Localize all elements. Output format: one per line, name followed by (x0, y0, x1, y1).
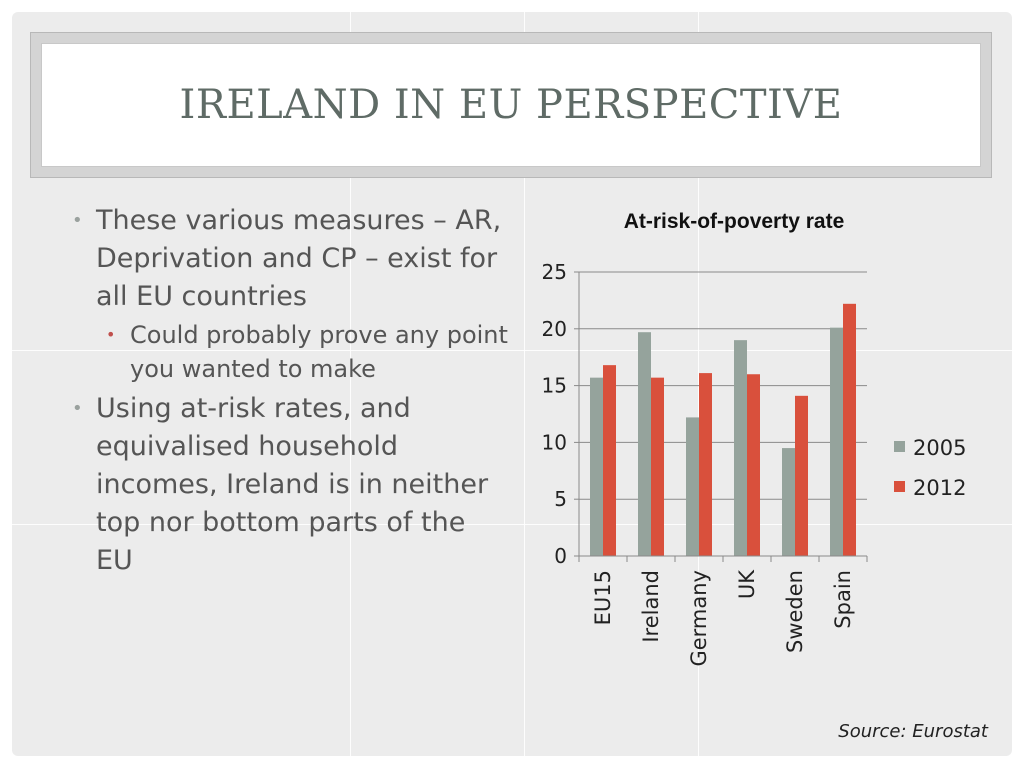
bar-2012-uk (747, 374, 760, 556)
slide-title: IRELAND IN EU PERSPECTIVE (179, 82, 843, 128)
bullet-text: Using at-risk rates, and equivalised hou… (96, 393, 489, 576)
y-tick-label: 10 (542, 430, 567, 454)
source-note: Source: Eurostat (838, 721, 988, 742)
bullet-icon: • (106, 325, 116, 344)
bullet-item: • These various measures – AR, Deprivati… (68, 202, 508, 316)
chart-title: At-risk-of-poverty rate (624, 210, 845, 233)
legend-swatch-2012 (894, 481, 905, 492)
bar-2012-sweden (795, 395, 808, 556)
bar-2005-germany (686, 417, 699, 556)
bar-2012-germany (699, 373, 712, 556)
y-tick-label: 25 (542, 260, 567, 284)
poverty-rate-chart: At-risk-of-poverty rate 0 5 10 15 20 25 EU15 Ir… (542, 210, 967, 667)
title-frame: IRELAND IN EU PERSPECTIVE (30, 32, 992, 178)
bar-2005-eu15 (590, 377, 603, 556)
chart-container: At-risk-of-poverty rate 0 5 10 15 20 25 EU15 Ir… (517, 202, 1012, 702)
background-grid-line (12, 524, 1012, 525)
bar-2005-sweden (782, 448, 795, 556)
sub-bullet-text: Could probably prove any point you wante… (130, 321, 508, 383)
x-tick-label: Sweden (783, 570, 807, 653)
background-grid-line (698, 12, 699, 756)
x-tick-label: EU15 (591, 570, 615, 625)
bullet-icon: • (72, 210, 83, 231)
bar-2005-spain (830, 327, 843, 556)
bullet-list: • These various measures – AR, Deprivati… (68, 202, 508, 582)
legend-swatch-2005 (894, 441, 905, 452)
title-box: IRELAND IN EU PERSPECTIVE (41, 43, 981, 167)
y-tick-label: 15 (542, 374, 567, 398)
bar-2005-ireland (638, 332, 651, 556)
bar-2012-spain (843, 303, 856, 556)
bar-2012-eu15 (603, 365, 616, 556)
bar-2005-uk (734, 340, 747, 556)
x-tick-label: UK (735, 569, 759, 599)
sub-bullet-item: • Could probably prove any point you wan… (68, 318, 508, 386)
x-tick-label: Spain (831, 570, 855, 629)
bullet-item: • Using at-risk rates, and equivalised h… (68, 390, 508, 580)
y-tick-label: 0 (554, 544, 567, 568)
legend-label: 2005 (913, 436, 966, 460)
slide: IRELAND IN EU PERSPECTIVE • These variou… (12, 12, 1012, 756)
background-grid-line (12, 350, 1012, 351)
x-tick-label: Germany (687, 570, 711, 667)
x-tick-label: Ireland (639, 570, 663, 643)
bullet-text: These various measures – AR, Deprivation… (96, 205, 502, 312)
bullet-icon: • (72, 398, 83, 419)
y-tick-label: 5 (554, 487, 567, 511)
y-tick-label: 20 (542, 317, 567, 341)
bar-2012-ireland (651, 377, 664, 556)
background-grid-line (524, 12, 525, 756)
legend-label: 2012 (913, 476, 966, 500)
background-grid-line (350, 12, 351, 756)
